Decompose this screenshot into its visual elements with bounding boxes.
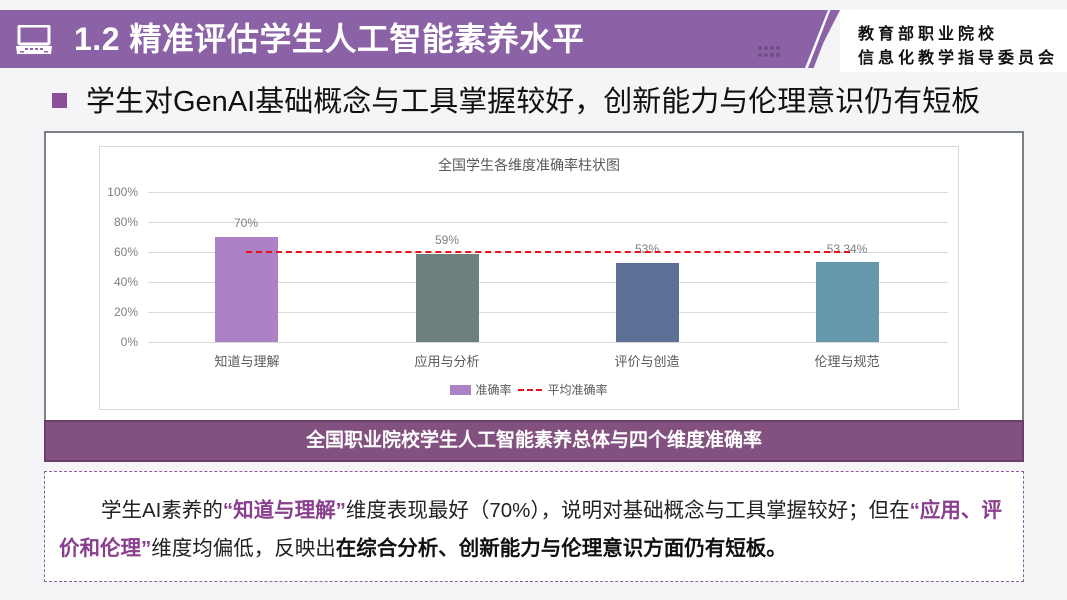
org-name-line-2: 信息化教学指导委员会 (858, 48, 1059, 67)
bar-chart: 全国学生各维度准确率柱状图 0% 20% 40% 60% 80% 100% 70… (99, 146, 959, 410)
bar-value-label: 53.34% (826, 242, 868, 256)
gridline (148, 282, 948, 283)
average-line (246, 251, 850, 253)
summary-text: 学生AI素养的 (101, 499, 223, 522)
gridline (148, 192, 948, 193)
y-tick-80: 80% (113, 215, 138, 229)
bar-ethics (816, 262, 879, 342)
bar-evaluation (616, 262, 679, 342)
bar-value-label: 59% (434, 233, 460, 247)
x-label: 评价与创造 (614, 354, 680, 369)
legend-label-accuracy: 准确率 (475, 383, 512, 397)
chart-legend: 准确率 平均准确率 (100, 381, 958, 398)
summary-paragraph: 学生AI素养的“知道与理解”维度表现最好（70%），说明对基础概念与工具掌握较好… (59, 492, 1011, 568)
y-tick-20: 20% (113, 305, 138, 319)
chart-title: 全国学生各维度准确率柱状图 (438, 157, 620, 173)
highlight-knowledge: “知道与理解” (222, 499, 346, 522)
title-banner (0, 10, 840, 68)
laptop-icon (16, 25, 52, 54)
summary-box: 学生AI素养的“知道与理解”维度表现最好（70%），说明对基础概念与工具掌握较好… (44, 471, 1024, 582)
summary-conclusion: 在综合分析、创新能力与伦理意识方面仍有短板。 (335, 537, 787, 560)
bar-knowledge (215, 237, 278, 342)
legend-dashed-line-icon (517, 388, 542, 391)
gridline (148, 312, 948, 313)
square-bullet-icon (52, 93, 67, 108)
gridline (148, 342, 948, 343)
summary-text: 维度表现最好（70%），说明对基础概念与工具掌握较好；但在 (345, 499, 910, 522)
x-label: 知道与理解 (214, 354, 280, 369)
org-name-line-1: 教育部职业院校 (858, 24, 999, 43)
bar-value-label: 53% (634, 242, 660, 256)
x-label: 伦理与规范 (814, 354, 880, 369)
bar-value-label: 70% (233, 216, 259, 230)
legend-bar-swatch-icon (450, 384, 472, 395)
summary-text: 维度均偏低，反映出 (151, 537, 336, 560)
org-logo-area (840, 10, 1067, 72)
x-label: 应用与分析 (414, 354, 480, 369)
y-tick-60: 60% (113, 245, 138, 259)
bar-application (416, 253, 479, 342)
y-tick-100: 100% (107, 185, 138, 199)
y-tick-40: 40% (113, 275, 138, 289)
page-title: 1.2 精准评估学生人工智能素养水平 (74, 21, 585, 57)
legend-label-average: 平均准确率 (547, 383, 608, 397)
decorative-pattern-icon (758, 46, 780, 57)
slide-subtitle: 学生对GenAI基础概念与工具掌握较好，创新能力与伦理意识仍有短板 (86, 86, 981, 118)
y-tick-0: 0% (120, 335, 138, 349)
chart-caption: 全国职业院校学生人工智能素养总体与四个维度准确率 (44, 420, 1024, 462)
gridline (148, 222, 948, 223)
highlight-weak-dimensions: “应用、评价和伦理” (59, 499, 1002, 560)
